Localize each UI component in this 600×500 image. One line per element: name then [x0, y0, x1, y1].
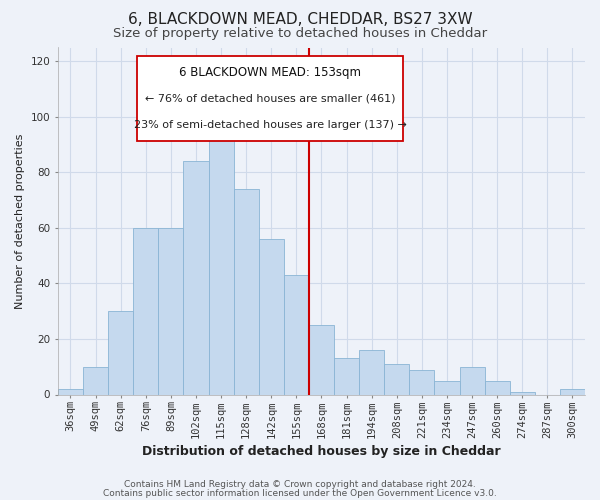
- Text: Size of property relative to detached houses in Cheddar: Size of property relative to detached ho…: [113, 28, 487, 40]
- Bar: [259, 239, 284, 394]
- Text: 6, BLACKDOWN MEAD, CHEDDAR, BS27 3XW: 6, BLACKDOWN MEAD, CHEDDAR, BS27 3XW: [128, 12, 472, 28]
- Bar: [460, 366, 485, 394]
- Bar: [184, 162, 209, 394]
- X-axis label: Distribution of detached houses by size in Cheddar: Distribution of detached houses by size …: [142, 444, 501, 458]
- Bar: [334, 358, 359, 394]
- Text: 6 BLACKDOWN MEAD: 153sqm: 6 BLACKDOWN MEAD: 153sqm: [179, 66, 361, 79]
- Bar: [510, 392, 535, 394]
- Bar: [58, 389, 83, 394]
- Bar: [108, 311, 133, 394]
- Bar: [434, 380, 460, 394]
- Bar: [83, 366, 108, 394]
- Bar: [309, 325, 334, 394]
- Bar: [158, 228, 184, 394]
- Text: Contains HM Land Registry data © Crown copyright and database right 2024.: Contains HM Land Registry data © Crown c…: [124, 480, 476, 489]
- Bar: [359, 350, 384, 395]
- Y-axis label: Number of detached properties: Number of detached properties: [15, 134, 25, 308]
- Bar: [209, 122, 233, 394]
- Bar: [485, 380, 510, 394]
- FancyBboxPatch shape: [137, 56, 403, 141]
- Bar: [233, 189, 259, 394]
- Text: ← 76% of detached houses are smaller (461): ← 76% of detached houses are smaller (46…: [145, 94, 395, 104]
- Text: Contains public sector information licensed under the Open Government Licence v3: Contains public sector information licen…: [103, 488, 497, 498]
- Bar: [384, 364, 409, 394]
- Bar: [284, 275, 309, 394]
- Bar: [560, 389, 585, 394]
- Bar: [133, 228, 158, 394]
- Text: 23% of semi-detached houses are larger (137) →: 23% of semi-detached houses are larger (…: [134, 120, 407, 130]
- Bar: [409, 370, 434, 394]
